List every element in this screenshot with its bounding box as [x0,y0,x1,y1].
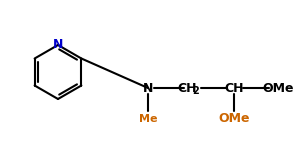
Text: CH: CH [177,82,197,95]
Text: CH: CH [224,82,244,95]
Text: N: N [53,38,63,52]
Text: Me: Me [139,114,157,124]
Text: OMe: OMe [262,82,294,95]
Text: N: N [143,82,153,95]
Text: OMe: OMe [218,112,250,126]
Text: 2: 2 [193,86,199,96]
